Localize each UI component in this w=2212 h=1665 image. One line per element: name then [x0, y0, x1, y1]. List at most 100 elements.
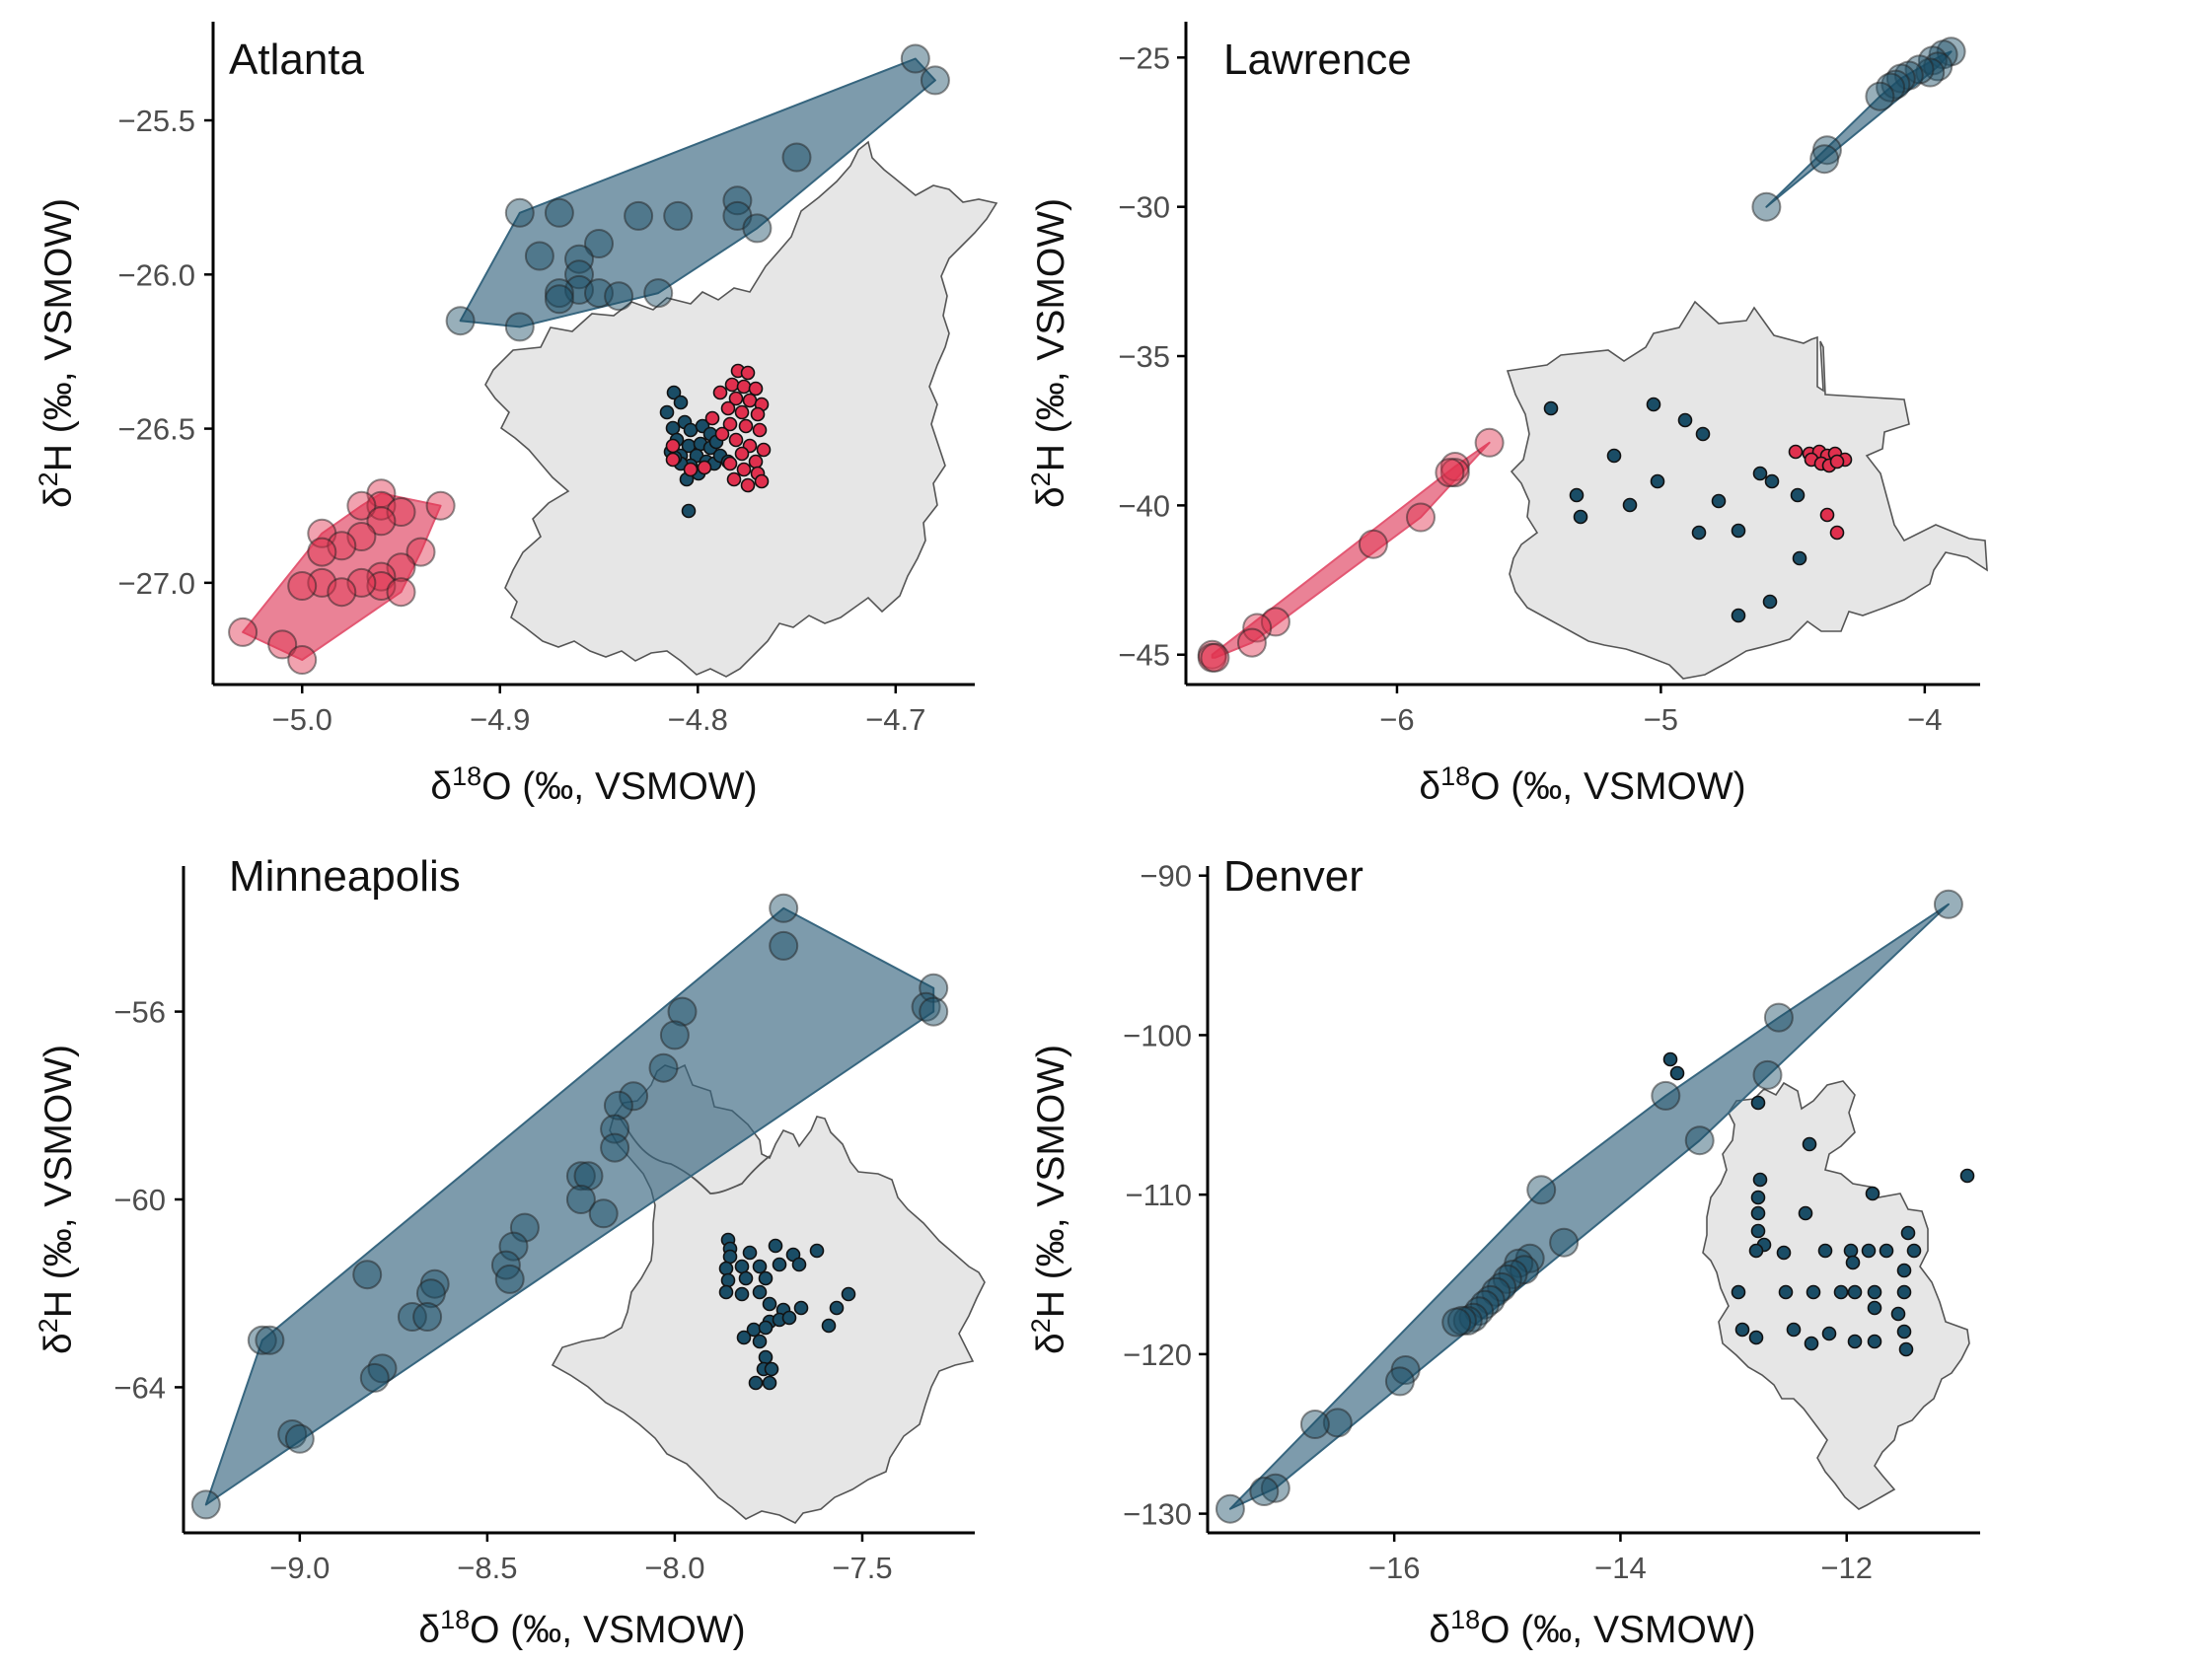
sample-location-dot	[758, 1349, 774, 1365]
data-point	[228, 616, 258, 647]
sample-location-dot	[734, 1259, 750, 1274]
data-point	[509, 1212, 540, 1243]
sample-location-dot	[1802, 1136, 1817, 1152]
sample-location-dot	[1734, 1322, 1750, 1338]
y-tick-label: −26.0	[118, 257, 195, 292]
data-point	[619, 1081, 649, 1112]
sample-location-dot	[1798, 1205, 1813, 1221]
data-point	[659, 1020, 690, 1050]
sample-location-dot	[750, 406, 766, 422]
x-axis-title-denver: δ18O (‰, VSMOW)	[1429, 1605, 1755, 1651]
y-tick-label: −30	[1118, 190, 1170, 225]
sample-location-dot	[1731, 608, 1746, 623]
sample-location-dot	[1792, 550, 1807, 566]
sample-location-dot	[809, 1243, 825, 1259]
data-point	[1200, 642, 1230, 673]
sample-location-dot	[1843, 1243, 1859, 1259]
data-point	[544, 197, 574, 228]
data-point	[624, 200, 654, 231]
sample-location-dot	[1896, 1324, 1912, 1339]
sample-location-dot	[1750, 1095, 1766, 1111]
data-point	[406, 537, 436, 567]
data-point	[284, 1423, 315, 1454]
data-point	[494, 1264, 525, 1294]
data-point	[397, 1302, 427, 1332]
sample-location-dot	[1650, 473, 1665, 489]
sample-location-dot	[734, 446, 750, 462]
sample-location-dot	[1646, 397, 1661, 412]
sample-location-dot	[1731, 523, 1746, 539]
data-point	[1526, 1175, 1557, 1205]
sample-location-dot	[791, 1257, 807, 1272]
y-axis-title-atlanta: δ2H (‰, VSMOW)	[34, 198, 80, 508]
data-point	[386, 577, 416, 608]
panel-minneapolis: −9.0 −8.5 −8.0 −7.5 −56 −60 −64 Minneapolis δ1…	[34, 852, 986, 1651]
sample-location-dot	[748, 381, 764, 397]
sample-location-dot	[673, 395, 689, 410]
data-point	[346, 490, 377, 521]
x-tick-label: −8.5	[457, 1551, 517, 1585]
sample-location-dot	[728, 432, 744, 448]
data-point	[366, 506, 397, 537]
sample-location-dot	[1867, 1284, 1882, 1300]
data-point	[564, 259, 594, 290]
sample-location-dot	[718, 1284, 734, 1300]
data-point	[1751, 191, 1782, 222]
data-point	[247, 1325, 277, 1355]
sample-location-dot	[1731, 1284, 1746, 1300]
sample-location-dot	[712, 385, 728, 400]
data-point	[504, 312, 535, 342]
sample-location-dot	[762, 1375, 777, 1391]
data-point	[359, 1362, 390, 1393]
sample-location-dot	[726, 471, 742, 487]
data-point	[445, 306, 476, 336]
sample-location-dot	[734, 404, 750, 420]
sample-location-dot	[1662, 1051, 1678, 1067]
sample-location-dot	[764, 1361, 779, 1377]
data-point	[565, 1185, 596, 1214]
data-point	[544, 284, 574, 315]
sample-location-dot	[1750, 1190, 1766, 1205]
y-tick-label: −40	[1118, 488, 1170, 523]
sample-location-dot	[740, 365, 756, 381]
sample-location-dot	[1752, 1172, 1768, 1188]
data-point	[1865, 81, 1895, 111]
data-point	[504, 197, 535, 228]
data-point	[565, 1161, 596, 1192]
data-point	[1651, 1080, 1681, 1111]
sample-location-dot	[1677, 412, 1693, 428]
data-point	[1752, 1059, 1783, 1090]
sample-location-dot	[1817, 1243, 1833, 1259]
sample-location-dot	[1847, 1334, 1863, 1349]
sample-location-dot	[1806, 1284, 1821, 1300]
sample-location-dot	[1788, 444, 1804, 460]
sample-location-dot	[1833, 1284, 1849, 1300]
sample-location-dot	[1867, 1300, 1882, 1316]
sample-location-dot	[724, 377, 740, 393]
data-point	[573, 1161, 604, 1192]
sample-location-dot	[704, 410, 720, 426]
sample-location-dot	[740, 477, 756, 493]
sample-location-dot	[756, 442, 772, 458]
sample-location-dot	[1867, 1334, 1882, 1349]
data-point	[1809, 144, 1840, 175]
y-tick-label: −56	[113, 995, 166, 1030]
sample-location-dot	[1861, 1243, 1877, 1259]
sample-location-dot	[1569, 487, 1585, 503]
sample-location-dot	[821, 1318, 837, 1334]
sample-location-dot	[781, 1310, 797, 1326]
data-point	[643, 278, 674, 309]
x-tick-label: −9.0	[269, 1551, 330, 1585]
y-tick-label: −60	[113, 1183, 166, 1217]
x-tick-label: −5.0	[272, 702, 332, 737]
data-point	[498, 1231, 529, 1262]
sample-location-dot	[697, 460, 712, 475]
data-point	[1763, 1002, 1794, 1033]
sample-location-dot	[1786, 1322, 1802, 1338]
panel-lawrence: −6 −5 −4 −25 −30 −35 −40 −45 Lawrence δ18O (‰, …	[1026, 22, 1988, 808]
data-point	[663, 200, 694, 231]
y-tick-label: −120	[1123, 1338, 1192, 1372]
x-tick-label: −8.0	[644, 1551, 704, 1585]
data-point	[1880, 69, 1911, 100]
sample-location-dot	[1776, 1245, 1792, 1261]
